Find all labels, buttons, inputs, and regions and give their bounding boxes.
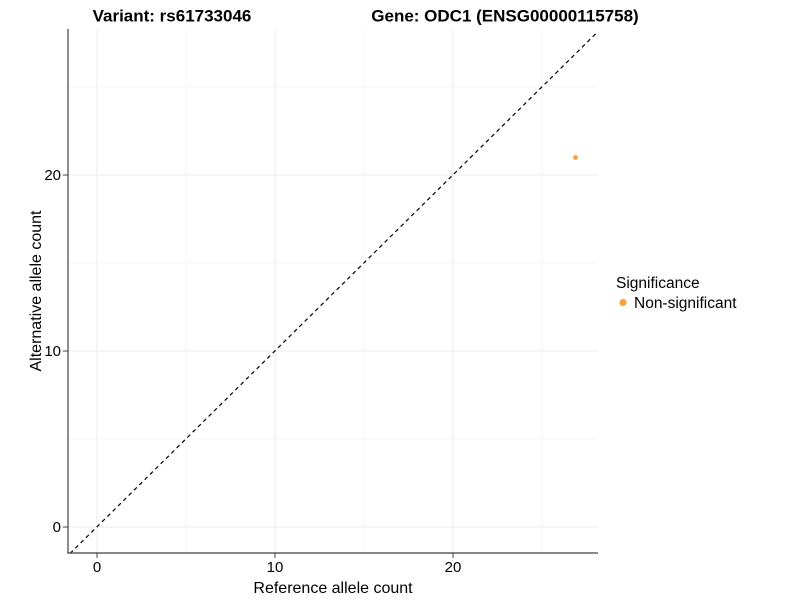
axis-lines <box>67 29 598 554</box>
identity-reference-line <box>69 31 599 554</box>
y-axis-title: Alternative allele count <box>28 210 45 372</box>
x-axis-tick-labels: 0 10 20 <box>93 559 462 576</box>
scatter-point-non-significant <box>573 155 578 160</box>
y-tick-0: 0 <box>53 519 61 536</box>
tick-marks <box>63 174 454 558</box>
plot-panel <box>68 29 598 553</box>
gridlines-major <box>68 29 598 553</box>
legend-item-non-significant: Non-significant <box>634 295 737 312</box>
legend: Significance Non-significant <box>616 275 737 312</box>
variant-title: Variant: rs61733046 <box>93 7 252 26</box>
gridlines-minor <box>68 29 598 553</box>
x-tick-20: 20 <box>445 559 462 576</box>
x-tick-10: 10 <box>267 559 284 576</box>
y-tick-20: 20 <box>44 167 61 184</box>
y-axis-tick-labels: 0 10 20 <box>44 167 61 536</box>
legend-key-circle-icon <box>619 298 627 307</box>
x-tick-0: 0 <box>93 559 101 576</box>
x-axis-title: Reference allele count <box>253 580 413 597</box>
y-tick-10: 10 <box>44 343 61 360</box>
legend-title: Significance <box>616 275 700 292</box>
gene-title: Gene: ODC1 (ENSG00000115758) <box>371 7 638 26</box>
